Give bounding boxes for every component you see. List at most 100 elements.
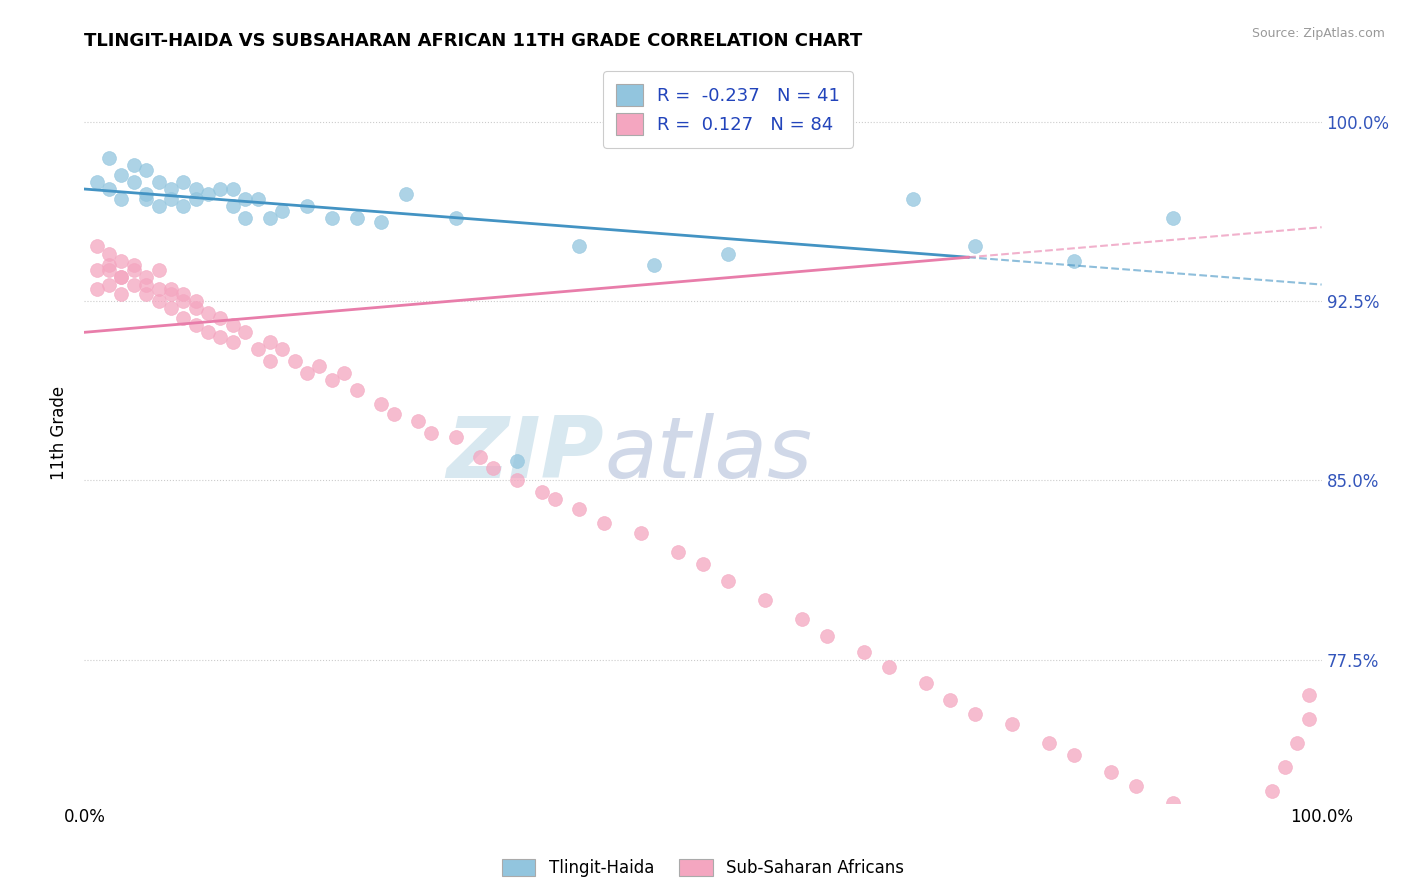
Point — [98, 277, 121, 292]
Point — [86, 263, 108, 277]
Point — [86, 282, 108, 296]
Point — [1161, 796, 1184, 810]
Point — [233, 326, 256, 340]
Point — [717, 246, 740, 260]
Point — [184, 182, 207, 196]
Point — [666, 545, 689, 559]
Point — [122, 259, 145, 273]
Point — [209, 330, 232, 344]
Point — [333, 366, 356, 380]
Point — [160, 282, 183, 296]
Point — [271, 342, 294, 356]
Point — [295, 199, 318, 213]
Point — [160, 301, 183, 316]
Point — [135, 186, 157, 201]
Point — [877, 659, 900, 673]
Point — [160, 192, 183, 206]
Point — [790, 612, 813, 626]
Point — [1261, 784, 1284, 798]
Point — [568, 502, 591, 516]
Point — [1249, 837, 1271, 851]
Point — [382, 407, 405, 421]
Point — [939, 693, 962, 707]
Legend: R =  -0.237   N = 41, R =  0.127   N = 84: R = -0.237 N = 41, R = 0.127 N = 84 — [603, 71, 852, 148]
Point — [692, 557, 714, 571]
Point — [321, 373, 343, 387]
Point — [259, 211, 281, 225]
Point — [444, 430, 467, 444]
Point — [815, 629, 838, 643]
Point — [222, 182, 245, 196]
Point — [122, 158, 145, 172]
Text: TLINGIT-HAIDA VS SUBSAHARAN AFRICAN 11TH GRADE CORRELATION CHART: TLINGIT-HAIDA VS SUBSAHARAN AFRICAN 11TH… — [84, 32, 863, 50]
Point — [1274, 760, 1296, 774]
Legend: Tlingit-Haida, Sub-Saharan Africans: Tlingit-Haida, Sub-Saharan Africans — [495, 852, 911, 884]
Point — [148, 263, 170, 277]
Point — [593, 516, 616, 531]
Point — [259, 334, 281, 349]
Point — [1298, 712, 1320, 726]
Point — [197, 326, 219, 340]
Point — [222, 318, 245, 333]
Point — [444, 211, 467, 225]
Point — [1038, 736, 1060, 750]
Point — [222, 199, 245, 213]
Point — [470, 450, 492, 464]
Point — [531, 485, 554, 500]
Point — [184, 318, 207, 333]
Point — [222, 334, 245, 349]
Point — [98, 151, 121, 165]
Point — [284, 354, 307, 368]
Point — [506, 454, 529, 468]
Point — [160, 287, 183, 301]
Point — [903, 192, 925, 206]
Point — [233, 192, 256, 206]
Point — [160, 182, 183, 196]
Point — [1125, 779, 1147, 793]
Point — [1063, 253, 1085, 268]
Point — [172, 294, 194, 309]
Point — [965, 239, 987, 253]
Point — [346, 383, 368, 397]
Point — [370, 397, 392, 411]
Point — [135, 162, 157, 177]
Point — [184, 301, 207, 316]
Point — [135, 287, 157, 301]
Point — [172, 287, 194, 301]
Point — [568, 239, 591, 253]
Point — [86, 175, 108, 189]
Point — [110, 270, 132, 285]
Point — [209, 182, 232, 196]
Point — [852, 645, 875, 659]
Point — [543, 492, 565, 507]
Point — [98, 263, 121, 277]
Point — [1099, 764, 1122, 779]
Point — [98, 259, 121, 273]
Point — [408, 414, 430, 428]
Point — [184, 192, 207, 206]
Point — [86, 239, 108, 253]
Point — [1187, 807, 1209, 822]
Point — [110, 270, 132, 285]
Point — [419, 425, 441, 440]
Point — [209, 310, 232, 325]
Point — [481, 461, 503, 475]
Point — [172, 199, 194, 213]
Point — [148, 294, 170, 309]
Point — [98, 182, 121, 196]
Point — [643, 259, 665, 273]
Text: Source: ZipAtlas.com: Source: ZipAtlas.com — [1251, 27, 1385, 40]
Point — [135, 270, 157, 285]
Point — [184, 294, 207, 309]
Point — [754, 592, 776, 607]
Point — [914, 676, 936, 690]
Point — [197, 186, 219, 201]
Point — [122, 175, 145, 189]
Point — [135, 192, 157, 206]
Point — [172, 175, 194, 189]
Point — [308, 359, 330, 373]
Point — [110, 287, 132, 301]
Point — [233, 211, 256, 225]
Y-axis label: 11th Grade: 11th Grade — [51, 385, 69, 480]
Point — [246, 342, 269, 356]
